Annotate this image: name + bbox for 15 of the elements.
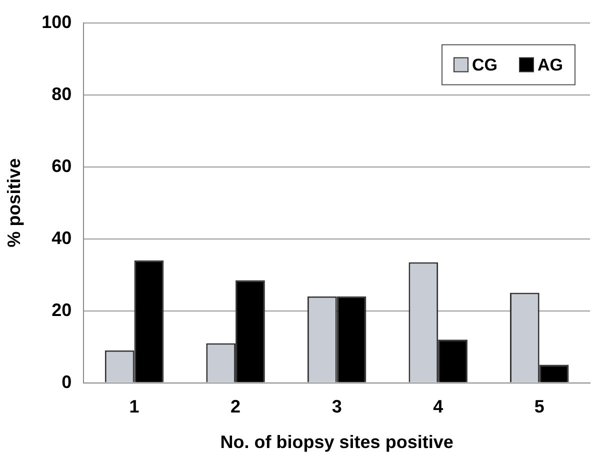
y-tick-label: 80 xyxy=(52,84,72,104)
x-axis-title: No. of biopsy sites positive xyxy=(220,432,454,452)
y-tick-label: 20 xyxy=(52,300,72,320)
y-axis-title: % positive xyxy=(4,158,24,248)
x-tick-label: 1 xyxy=(129,396,140,417)
y-tick-label: 60 xyxy=(52,156,72,176)
y-tick-label: 0 xyxy=(62,372,72,392)
y-tick-label: 100 xyxy=(42,12,72,32)
x-tick-label: 2 xyxy=(230,396,241,417)
y-tick-label: 40 xyxy=(52,228,72,248)
x-tick-label: 4 xyxy=(433,396,444,417)
legend-label: CG xyxy=(472,55,498,74)
x-tick-label: 5 xyxy=(534,396,544,417)
x-tick-label: 3 xyxy=(332,396,342,417)
legend-label: AG xyxy=(538,55,563,74)
